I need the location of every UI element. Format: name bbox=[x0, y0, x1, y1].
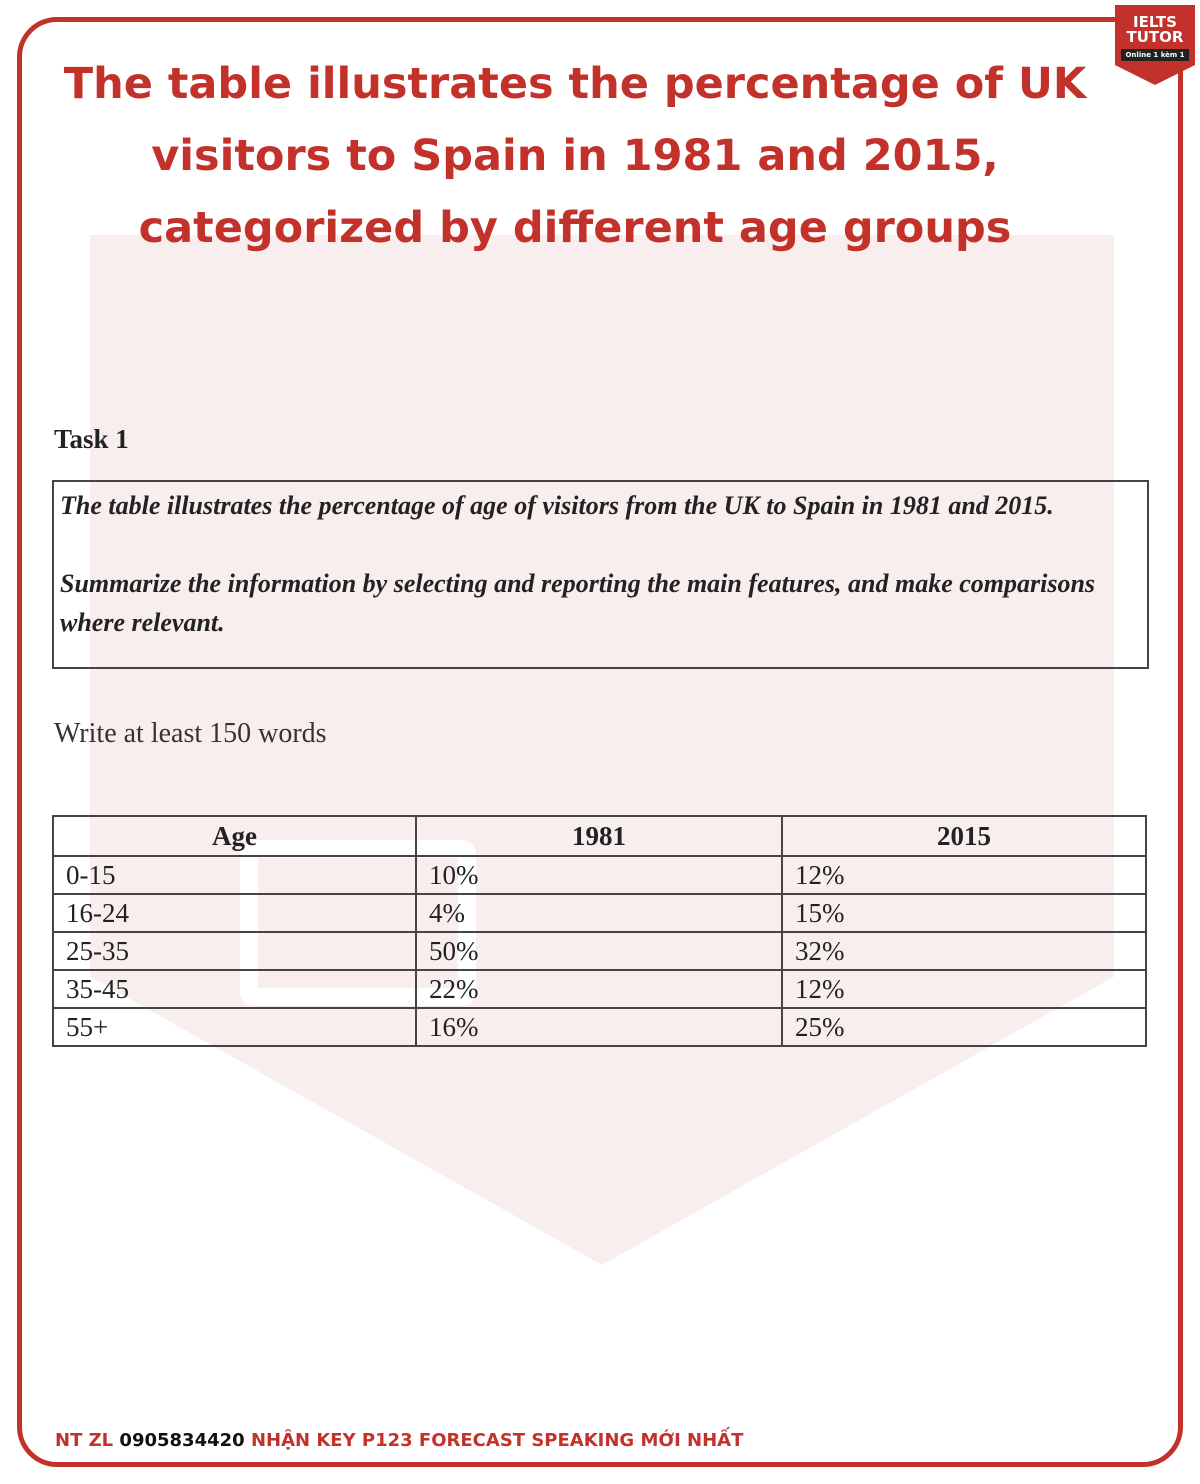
cell-1981: 16% bbox=[415, 1007, 783, 1047]
cell-2015: 12% bbox=[781, 969, 1147, 1009]
title-line: categorized by different age groups bbox=[138, 203, 1012, 253]
logo-line: IELTS bbox=[1133, 13, 1177, 31]
title-line: visitors to Spain in 1981 and 2015, bbox=[151, 131, 999, 181]
logo-line: TUTOR bbox=[1126, 28, 1184, 46]
cell-2015: 15% bbox=[781, 893, 1147, 933]
header-age: Age bbox=[52, 815, 417, 857]
table-row: 16-24 4% 15% bbox=[52, 893, 1147, 933]
cell-age: 25-35 bbox=[52, 931, 417, 971]
header-2015: 2015 bbox=[781, 815, 1147, 857]
header-1981: 1981 bbox=[415, 815, 783, 857]
cell-1981: 50% bbox=[415, 931, 783, 971]
footer-text: NHẬN KEY P123 FORECAST SPEAKING MỚI NHẤT bbox=[250, 1430, 744, 1451]
task-heading: Task 1 bbox=[54, 424, 129, 454]
table-row: 25-35 50% 32% bbox=[52, 931, 1147, 971]
table-row: 35-45 22% 12% bbox=[52, 969, 1147, 1009]
table-row: 0-15 10% 12% bbox=[52, 855, 1147, 895]
cell-1981: 4% bbox=[415, 893, 783, 933]
task-prompt-description: The table illustrates the percentage of … bbox=[60, 491, 1054, 520]
footer-phone: 0905834420 bbox=[119, 1430, 245, 1451]
title-line: The table illustrates the percentage of … bbox=[63, 59, 1087, 109]
table-header-row: Age 1981 2015 bbox=[52, 815, 1147, 857]
table-row: 55+ 16% 25% bbox=[52, 1007, 1147, 1047]
cell-1981: 22% bbox=[415, 969, 783, 1009]
cell-age: 16-24 bbox=[52, 893, 417, 933]
task-prompt-instruction: Summarize the information by selecting a… bbox=[60, 569, 1096, 637]
cell-age: 35-45 bbox=[52, 969, 417, 1009]
footer-prefix: NT ZL bbox=[55, 1430, 114, 1451]
cell-2015: 25% bbox=[781, 1007, 1147, 1047]
word-count-instruction: Write at least 150 words bbox=[54, 718, 327, 749]
task-prompt-box: The table illustrates the percentage of … bbox=[52, 480, 1149, 669]
page-frame bbox=[17, 17, 1183, 1467]
data-table: Age 1981 2015 0-15 10% 12% 16-24 4% 15% 25-35 5… bbox=[52, 815, 1147, 1047]
logo-tagline: Online 1 kèm 1 bbox=[1121, 49, 1189, 61]
cell-age: 55+ bbox=[52, 1007, 417, 1047]
footer-promo: NT ZL 0905834420 NHẬN KEY P123 FORECAST … bbox=[55, 1430, 743, 1451]
cell-2015: 12% bbox=[781, 855, 1147, 895]
page-title: The table illustrates the percentage of … bbox=[40, 48, 1110, 264]
ielts-tutor-logo: IELTS TUTOR Online 1 kèm 1 bbox=[1115, 5, 1195, 85]
cell-2015: 32% bbox=[781, 931, 1147, 971]
cell-1981: 10% bbox=[415, 855, 783, 895]
cell-age: 0-15 bbox=[52, 855, 417, 895]
